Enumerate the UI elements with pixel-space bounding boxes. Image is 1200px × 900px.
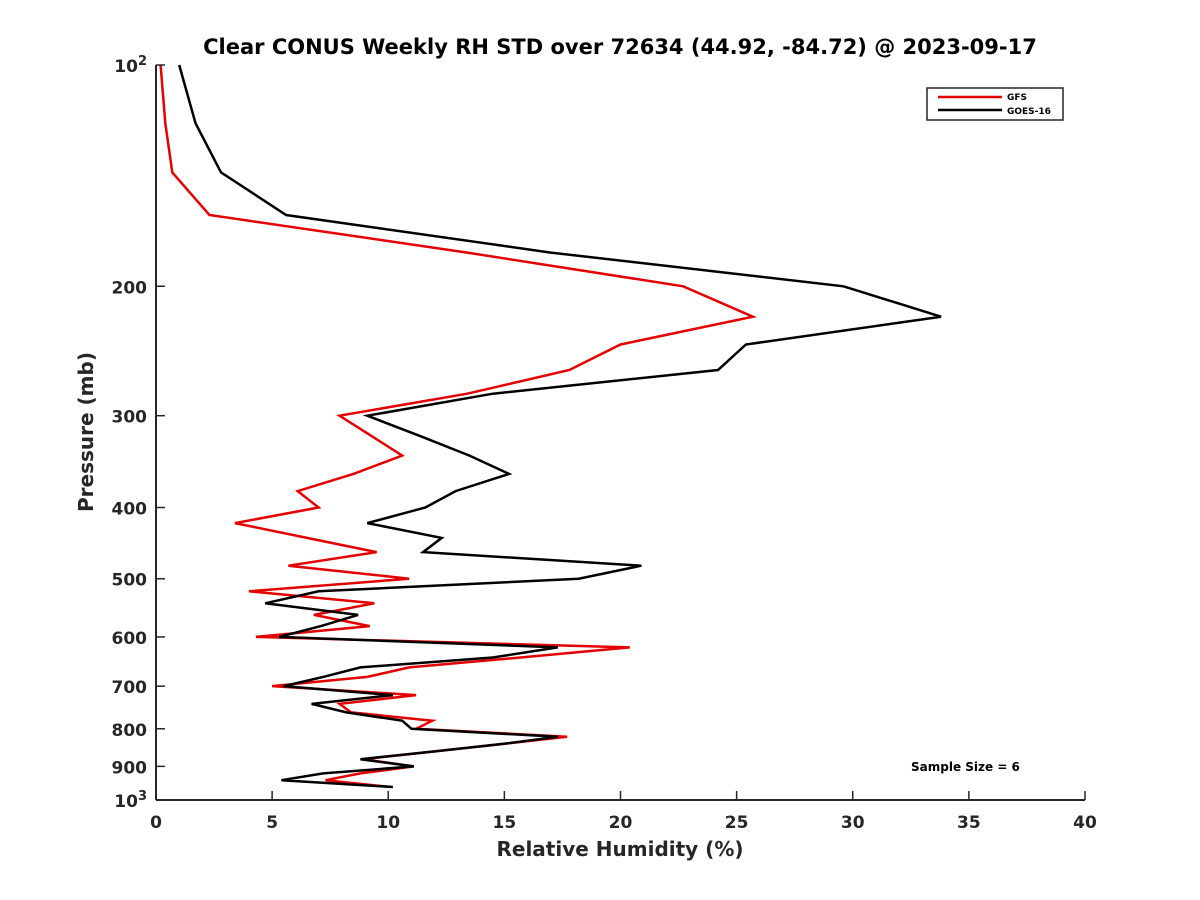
x-ticks: 0 5 10 15 20 25 30 35 40 — [150, 791, 1097, 833]
y-tick-label: 900 — [112, 758, 148, 778]
x-tick-label: 20 — [609, 813, 633, 833]
y-tick-label: 300 — [112, 408, 148, 428]
x-tick-label: 15 — [493, 813, 517, 833]
series-layer — [159, 64, 942, 789]
y-tick-label: 200 — [112, 278, 148, 298]
x-tick-label: 25 — [725, 813, 749, 833]
x-tick-label: 0 — [150, 813, 162, 833]
x-tick-label: 30 — [841, 813, 865, 833]
y-tick-label: 500 — [112, 571, 148, 591]
y-tick-label: 700 — [112, 678, 148, 698]
y-tick-label: 400 — [112, 500, 148, 520]
chart-title: Clear CONUS Weekly RH STD over 72634 (44… — [203, 35, 1037, 59]
x-tick-label: 35 — [957, 813, 981, 833]
x-tick-label: 40 — [1073, 813, 1097, 833]
y-tick-label: 102 — [114, 54, 147, 77]
axes — [155, 65, 1085, 801]
x-axis-label: Relative Humidity (%) — [496, 837, 743, 861]
y-ticks: 102 200 300 400 500 600 700 800 900 103 — [112, 54, 165, 812]
y-tick-label: 600 — [112, 629, 148, 649]
y-axis-label: Pressure (mb) — [74, 352, 98, 512]
legend-label-gfs: GFS — [1007, 93, 1027, 103]
y-tick-label: 103 — [114, 789, 147, 812]
y-tick-label: 800 — [112, 721, 148, 741]
x-tick-label: 10 — [376, 813, 400, 833]
x-tick-label: 5 — [266, 813, 278, 833]
legend-box — [926, 87, 1064, 121]
legend: GFS GOES-16 — [926, 87, 1064, 121]
series-line-gfs — [159, 64, 757, 789]
sample-size-annotation: Sample Size = 6 — [911, 760, 1020, 774]
series-line-goes16 — [177, 64, 942, 789]
legend-label-goes16: GOES-16 — [1007, 107, 1051, 117]
